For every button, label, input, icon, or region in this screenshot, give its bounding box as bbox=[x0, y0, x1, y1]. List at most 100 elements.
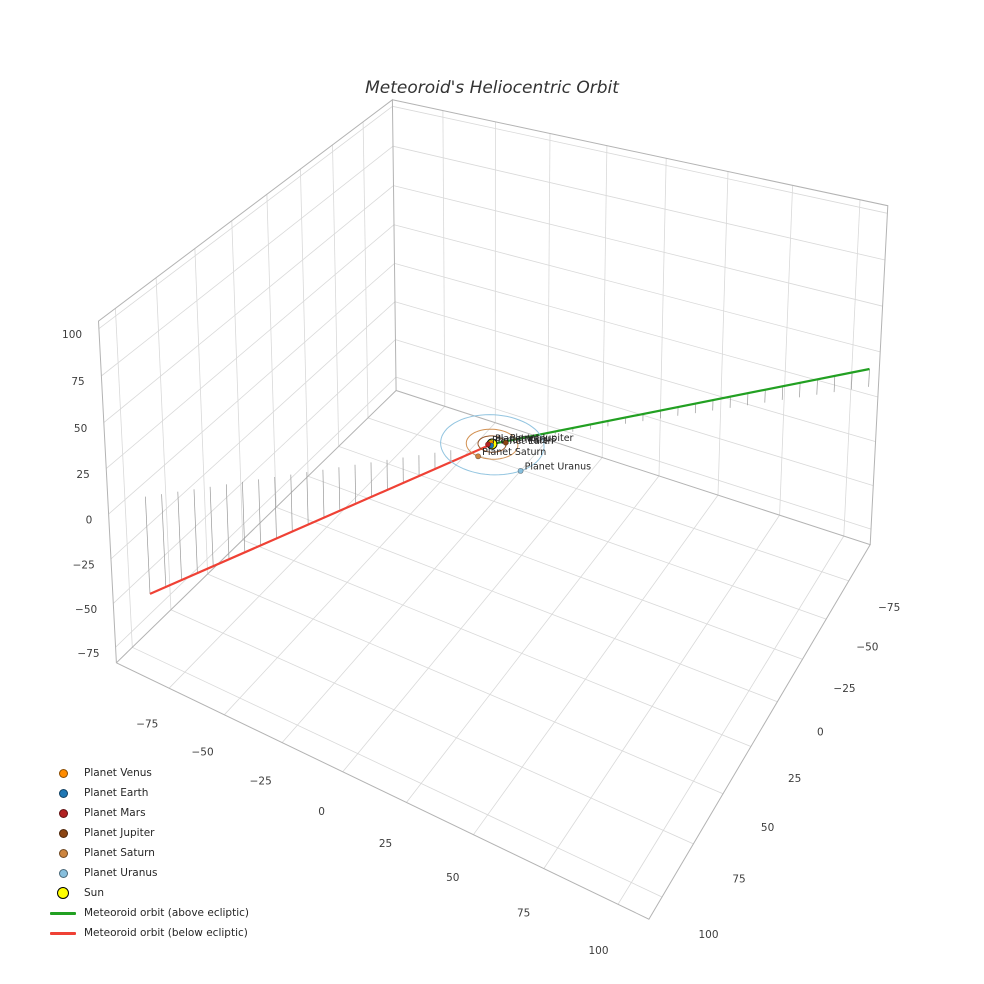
grid-line bbox=[108, 263, 395, 515]
y-tick-label: 100 bbox=[698, 929, 718, 941]
grid-line bbox=[266, 194, 277, 508]
z-tick-label: −50 bbox=[75, 604, 97, 616]
orbit-stem bbox=[242, 481, 246, 553]
grid-line bbox=[779, 185, 793, 516]
y-tick-label: 50 bbox=[761, 822, 774, 834]
planet-label-planet-uranus: Planet Uranus bbox=[525, 461, 592, 472]
grid-line bbox=[406, 475, 660, 803]
legend-item: Planet Uranus bbox=[46, 863, 249, 883]
axes-box-edges bbox=[97, 98, 889, 920]
y-tick-label: 0 bbox=[817, 727, 824, 739]
legend-marker-cell bbox=[46, 768, 80, 778]
legend-item: Meteoroid orbit (below ecliptic) bbox=[46, 923, 249, 943]
grid-line bbox=[617, 535, 845, 905]
orbit-stem bbox=[370, 462, 372, 497]
orbit-stem bbox=[274, 476, 277, 539]
legend-dot-marker bbox=[58, 828, 68, 838]
orbit-stem bbox=[338, 467, 341, 511]
y-tick-label: 25 bbox=[788, 773, 801, 785]
legend-marker-cell bbox=[46, 931, 80, 935]
legend-item: Planet Earth bbox=[46, 783, 249, 803]
grid-line bbox=[307, 475, 803, 660]
z-tick-label: 25 bbox=[76, 469, 89, 481]
legend-label: Meteoroid orbit (above ecliptic) bbox=[84, 907, 249, 919]
x-tick-label: 25 bbox=[379, 838, 392, 850]
legend-label: Planet Saturn bbox=[84, 847, 155, 859]
grid-line bbox=[275, 506, 778, 703]
grid-line bbox=[547, 133, 551, 440]
legend-line-swatch bbox=[50, 931, 76, 935]
z-tick-label: −25 bbox=[73, 560, 95, 572]
grid-line bbox=[113, 339, 396, 604]
z-tick-label: 50 bbox=[74, 423, 87, 435]
grid-line bbox=[300, 169, 309, 477]
grid-line bbox=[442, 110, 446, 407]
grid-line bbox=[132, 646, 663, 898]
legend-label: Sun bbox=[84, 887, 104, 899]
grid-line bbox=[601, 145, 608, 458]
planet-marker-planet-saturn bbox=[475, 453, 481, 460]
grid-line bbox=[473, 494, 719, 835]
grid-line bbox=[543, 514, 780, 869]
grid-line bbox=[231, 220, 244, 540]
grid-line bbox=[395, 376, 872, 530]
planet-orbit-planet-jupiter bbox=[477, 435, 507, 453]
legend-dot-marker bbox=[58, 848, 68, 858]
grid-line bbox=[207, 573, 724, 795]
left-wall-edge bbox=[97, 98, 397, 663]
orbit-stem bbox=[209, 486, 214, 567]
x-tick-label: 0 bbox=[318, 806, 325, 818]
grid-line bbox=[395, 339, 874, 486]
y-tick-label: −50 bbox=[856, 641, 878, 653]
x-tick-label: −50 bbox=[192, 746, 214, 758]
grid-line bbox=[392, 105, 888, 214]
orbit-stem bbox=[258, 479, 262, 546]
legend-dot-marker bbox=[57, 887, 69, 899]
grid-line bbox=[168, 406, 446, 689]
orbit-stem bbox=[816, 379, 818, 395]
legend-item: Meteoroid orbit (above ecliptic) bbox=[46, 903, 249, 923]
z-tick-label: 75 bbox=[71, 376, 84, 388]
grid-line bbox=[103, 185, 394, 423]
legend-item: Planet Jupiter bbox=[46, 823, 249, 843]
orbit-stem bbox=[833, 375, 836, 393]
legend-marker-cell bbox=[46, 828, 80, 838]
z-tick-label: 0 bbox=[86, 515, 93, 527]
legend-line-swatch bbox=[50, 911, 76, 915]
legend-dot-marker bbox=[58, 868, 68, 878]
orbit-stem bbox=[290, 474, 293, 532]
orbit-stem bbox=[799, 382, 801, 398]
grid-lines bbox=[98, 105, 888, 905]
grid-line bbox=[332, 144, 340, 447]
x-tick-label: −75 bbox=[136, 718, 158, 730]
grid-line bbox=[393, 224, 881, 353]
y-tick-label: −25 bbox=[833, 683, 855, 695]
orbit-stem bbox=[764, 389, 766, 403]
planet-orbit-planet-saturn bbox=[465, 428, 519, 460]
grid-line bbox=[242, 539, 752, 747]
z-tick-label: −75 bbox=[77, 648, 99, 660]
grid-line bbox=[394, 301, 876, 442]
planet-marker-planet-mars bbox=[485, 441, 491, 448]
x-tick-label: 75 bbox=[517, 908, 530, 920]
orbit-stem bbox=[161, 494, 167, 588]
orbit-stem bbox=[145, 496, 151, 594]
legend-item: Planet Mars bbox=[46, 803, 249, 823]
grid-line bbox=[393, 185, 883, 307]
grid-line bbox=[101, 145, 394, 377]
grid-line bbox=[155, 277, 172, 610]
legend-label: Planet Venus bbox=[84, 767, 152, 779]
legend-marker-cell bbox=[46, 868, 80, 878]
grid-line bbox=[194, 248, 208, 575]
grid-line bbox=[98, 105, 393, 330]
x-tick-label: 50 bbox=[446, 872, 459, 884]
x-tick-label: −25 bbox=[250, 775, 272, 787]
grid-line bbox=[394, 263, 879, 398]
legend-marker-cell bbox=[46, 848, 80, 858]
z-tick-label: 100 bbox=[62, 329, 82, 341]
grid-line bbox=[342, 457, 603, 773]
orbit-stem bbox=[225, 484, 230, 560]
legend-marker-cell bbox=[46, 808, 80, 818]
tick-labels: −75 −50 −25 0 25 50 75 100 −75 −50 −25 0 25 50 75 100 −7… bbox=[62, 329, 900, 957]
